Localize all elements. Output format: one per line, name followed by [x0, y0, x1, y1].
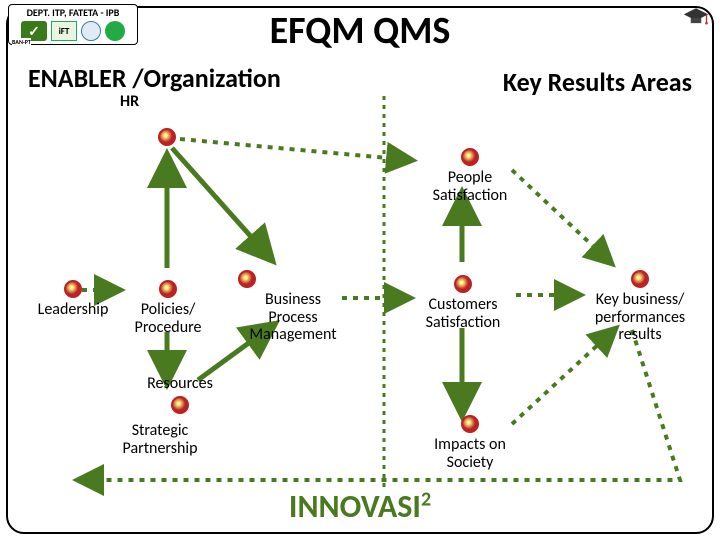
innovasi-text: INNOVASI: [289, 487, 421, 526]
node-label: Resources: [147, 374, 213, 393]
node-bpm: Business Process Management: [238, 270, 348, 344]
node-policies: Policies/ Procedure: [118, 280, 218, 336]
node-dot-icon: [158, 128, 176, 146]
node-resources: Resources: [130, 375, 230, 417]
node-label: Business Process Management: [249, 290, 336, 344]
ift-logo: iFT: [51, 21, 77, 41]
node-customers: Customers Satisfaction: [413, 275, 513, 331]
node-label: People Satisfaction: [433, 168, 508, 205]
node-dot-icon: [461, 148, 479, 166]
node-label: Policies/ Procedure: [135, 300, 202, 337]
innovasi-label: INNOVASI2: [0, 487, 720, 526]
node-dot-icon: [159, 280, 177, 298]
banpt-label: BAN-PT: [12, 38, 31, 46]
node-dot-icon: [454, 275, 472, 293]
header-badge: DEPT. ITP, FATETA - IPB iFT BAN-PT: [8, 4, 138, 45]
innovasi-sup: 2: [421, 487, 431, 511]
node-impacts: Impacts on Society: [420, 415, 520, 471]
dept-label: DEPT. ITP, FATETA - IPB: [27, 6, 120, 19]
node-label: Impacts on Society: [434, 435, 506, 472]
node-dot-icon: [64, 280, 82, 298]
node-label: Leadership: [38, 300, 109, 319]
node-leadership: Leadership: [30, 280, 116, 319]
efqm-diagram: Leadership Policies/ Procedure Resources…: [0, 0, 720, 540]
node-results: Key business/ performances results: [580, 270, 700, 344]
node-dot-icon: [171, 396, 189, 414]
node-dot-icon: [631, 270, 649, 288]
node-dot-icon: [461, 415, 479, 433]
node-hr-dot: [157, 128, 177, 149]
node-strategic: Strategic Partnership: [100, 422, 220, 457]
node-dot-icon: [238, 270, 256, 288]
round-logo2-icon: [105, 21, 125, 41]
node-label: Strategic Partnership: [123, 421, 198, 458]
graduation-cap-icon: [682, 6, 710, 28]
node-label: Customers Satisfaction: [426, 295, 501, 332]
node-people: People Satisfaction: [420, 148, 520, 204]
round-logo-icon: [81, 21, 101, 41]
node-label: Key business/ performances results: [595, 290, 685, 344]
